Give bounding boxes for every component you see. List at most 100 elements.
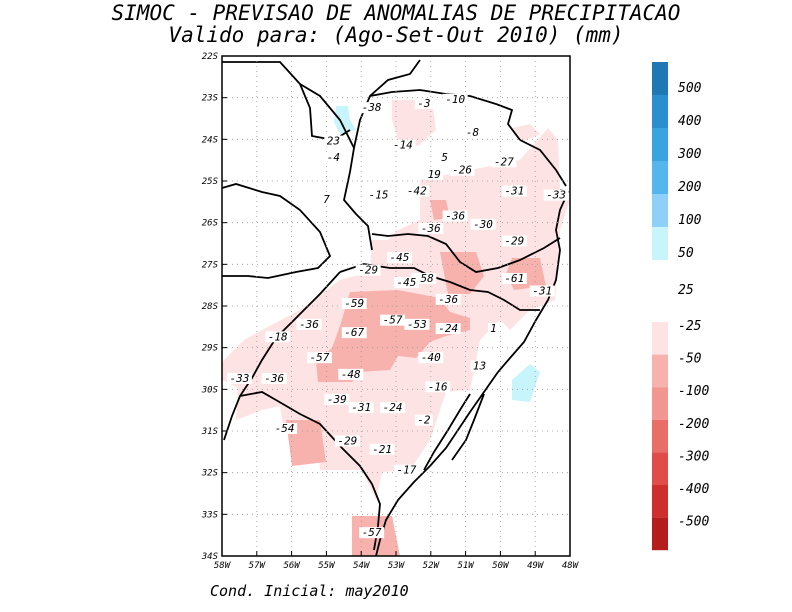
- value-label-bg: [341, 327, 367, 339]
- map-title: SIMOC - PREVISAO DE ANOMALIAS DE PRECIPI…: [112, 1, 681, 25]
- value-label-bg: [449, 164, 475, 176]
- paraguay-border: [222, 61, 351, 141]
- map-subtitle: Valido para: (Ago-Set-Out 2010) (mm): [168, 23, 623, 47]
- lon-tick-label: 51W: [457, 561, 475, 571]
- anomaly-value: 7: [323, 193, 330, 206]
- anomaly-value: -29: [358, 264, 378, 277]
- value-label-bg: [418, 352, 444, 364]
- anomaly-value: -33: [546, 189, 566, 202]
- anomaly-value: 1: [490, 322, 497, 335]
- anomaly-value: -31: [504, 185, 524, 198]
- anomaly-value: -30: [473, 218, 493, 231]
- anomaly-value: -29: [504, 235, 524, 248]
- grid-lines: [222, 56, 570, 556]
- legend-swatch-negative: [652, 452, 668, 485]
- anomaly-value: -61: [504, 272, 524, 285]
- lat-tick-label: 23S: [202, 94, 219, 104]
- anomaly-value: -33: [229, 372, 249, 385]
- value-label-bg: [425, 381, 451, 393]
- value-label-bg: [463, 127, 482, 139]
- initial-condition-label: Cond. Inicial: may2010: [210, 582, 409, 600]
- sc-rs-border: [339, 263, 540, 311]
- lon-tick-label: 58W: [214, 561, 232, 571]
- uruguay-border: [239, 391, 381, 551]
- value-label-bg: [442, 210, 468, 222]
- anomaly-value: -59: [344, 297, 364, 310]
- value-label-bg: [386, 252, 412, 264]
- anomaly-value: -27: [494, 155, 514, 168]
- lat-tick-label: 25S: [202, 177, 219, 187]
- value-label-bg: [435, 293, 461, 305]
- lat-tick-label: 34S: [201, 552, 219, 562]
- value-label-bg: [334, 435, 360, 447]
- value-label-bg: [435, 323, 461, 334]
- value-label-bg: [324, 152, 343, 164]
- value-label-bg: [366, 189, 392, 201]
- legend-swatch-negative: [652, 485, 668, 518]
- value-label-bg: [414, 98, 433, 109]
- anomaly-value: -8: [466, 126, 480, 139]
- anomaly-area-light: [392, 100, 436, 146]
- anomaly-value: -36: [421, 222, 441, 235]
- anomaly-value: -57: [362, 526, 382, 539]
- anomaly-value: -24: [383, 401, 403, 414]
- anomaly-value: -4: [327, 151, 340, 164]
- anomaly-area-light: [512, 124, 540, 142]
- value-label-bg: [338, 368, 364, 380]
- anomaly-value: -10: [445, 93, 465, 106]
- anomaly-value: -21: [372, 443, 392, 456]
- anomaly-value: -38: [362, 101, 382, 114]
- lat-tick-label: 22S: [202, 52, 219, 62]
- value-label-bg: [369, 443, 395, 455]
- anomaly-area-medium: [440, 252, 484, 294]
- anomaly-value: -24: [438, 322, 458, 335]
- anomaly-value: 13: [473, 360, 486, 373]
- anomaly-value: -53: [407, 318, 427, 331]
- anomaly-value: -29: [337, 435, 357, 448]
- legend-label-negative: -500: [678, 515, 709, 530]
- legend-label-positive: 25: [678, 283, 694, 298]
- legend-label-negative: -100: [678, 384, 709, 399]
- anomaly-value: 19: [428, 168, 441, 181]
- anomaly-value: -31: [351, 401, 371, 414]
- lon-tick-label: 49W: [527, 561, 545, 571]
- legend-swatch-positive: [652, 62, 668, 95]
- anomaly-value: -18: [268, 330, 288, 343]
- coastline: [375, 189, 570, 557]
- lat-tick-label: 31S: [201, 427, 219, 437]
- lagoa-dos-patos: [423, 393, 485, 471]
- legend-label-negative: -200: [678, 417, 709, 432]
- value-label-bg: [380, 402, 406, 414]
- anomaly-value: -45: [397, 276, 417, 289]
- value-label-bg: [543, 189, 569, 201]
- anomaly-area-medium: [316, 290, 470, 382]
- sp-pr-border: [369, 89, 521, 141]
- anomaly-value: -17: [397, 464, 417, 477]
- value-label-bg: [425, 168, 444, 180]
- anomaly-value: -58: [414, 272, 434, 285]
- anomaly-value: -36: [264, 372, 284, 385]
- lat-tick-label: 32S: [201, 469, 219, 479]
- legend-label-negative: -400: [678, 482, 709, 497]
- legend-swatch-negative: [652, 517, 668, 551]
- legend-label-positive: 200: [678, 180, 702, 195]
- legend-swatch-positive: [652, 128, 668, 161]
- value-label-bg: [501, 273, 527, 284]
- anomaly-value: -39: [327, 393, 347, 406]
- legend-label-negative: -50: [678, 352, 702, 367]
- lon-tick-label: 56W: [283, 561, 301, 571]
- value-label-bg: [341, 298, 367, 309]
- lat-tick-label: 29S: [202, 344, 219, 354]
- value-label-bg: [411, 273, 437, 284]
- legend-swatch-negative: [652, 419, 668, 453]
- legend-swatch-negative: [652, 322, 668, 355]
- anomaly-value-labels: -38 -3 -10 -8 23 -4 -14 5 -27 19 -26 -31 -33 7 -15 -42 -…: [226, 93, 569, 539]
- legend-swatch-positive: [652, 95, 668, 128]
- lat-tick-label: 26S: [202, 219, 219, 229]
- anomaly-area-positive: [334, 106, 356, 134]
- lat-tick-label: 30S: [201, 385, 219, 395]
- lon-tick-label: 48W: [562, 561, 580, 571]
- value-label-bg: [359, 102, 385, 114]
- legend-label-positive: 100: [678, 213, 702, 228]
